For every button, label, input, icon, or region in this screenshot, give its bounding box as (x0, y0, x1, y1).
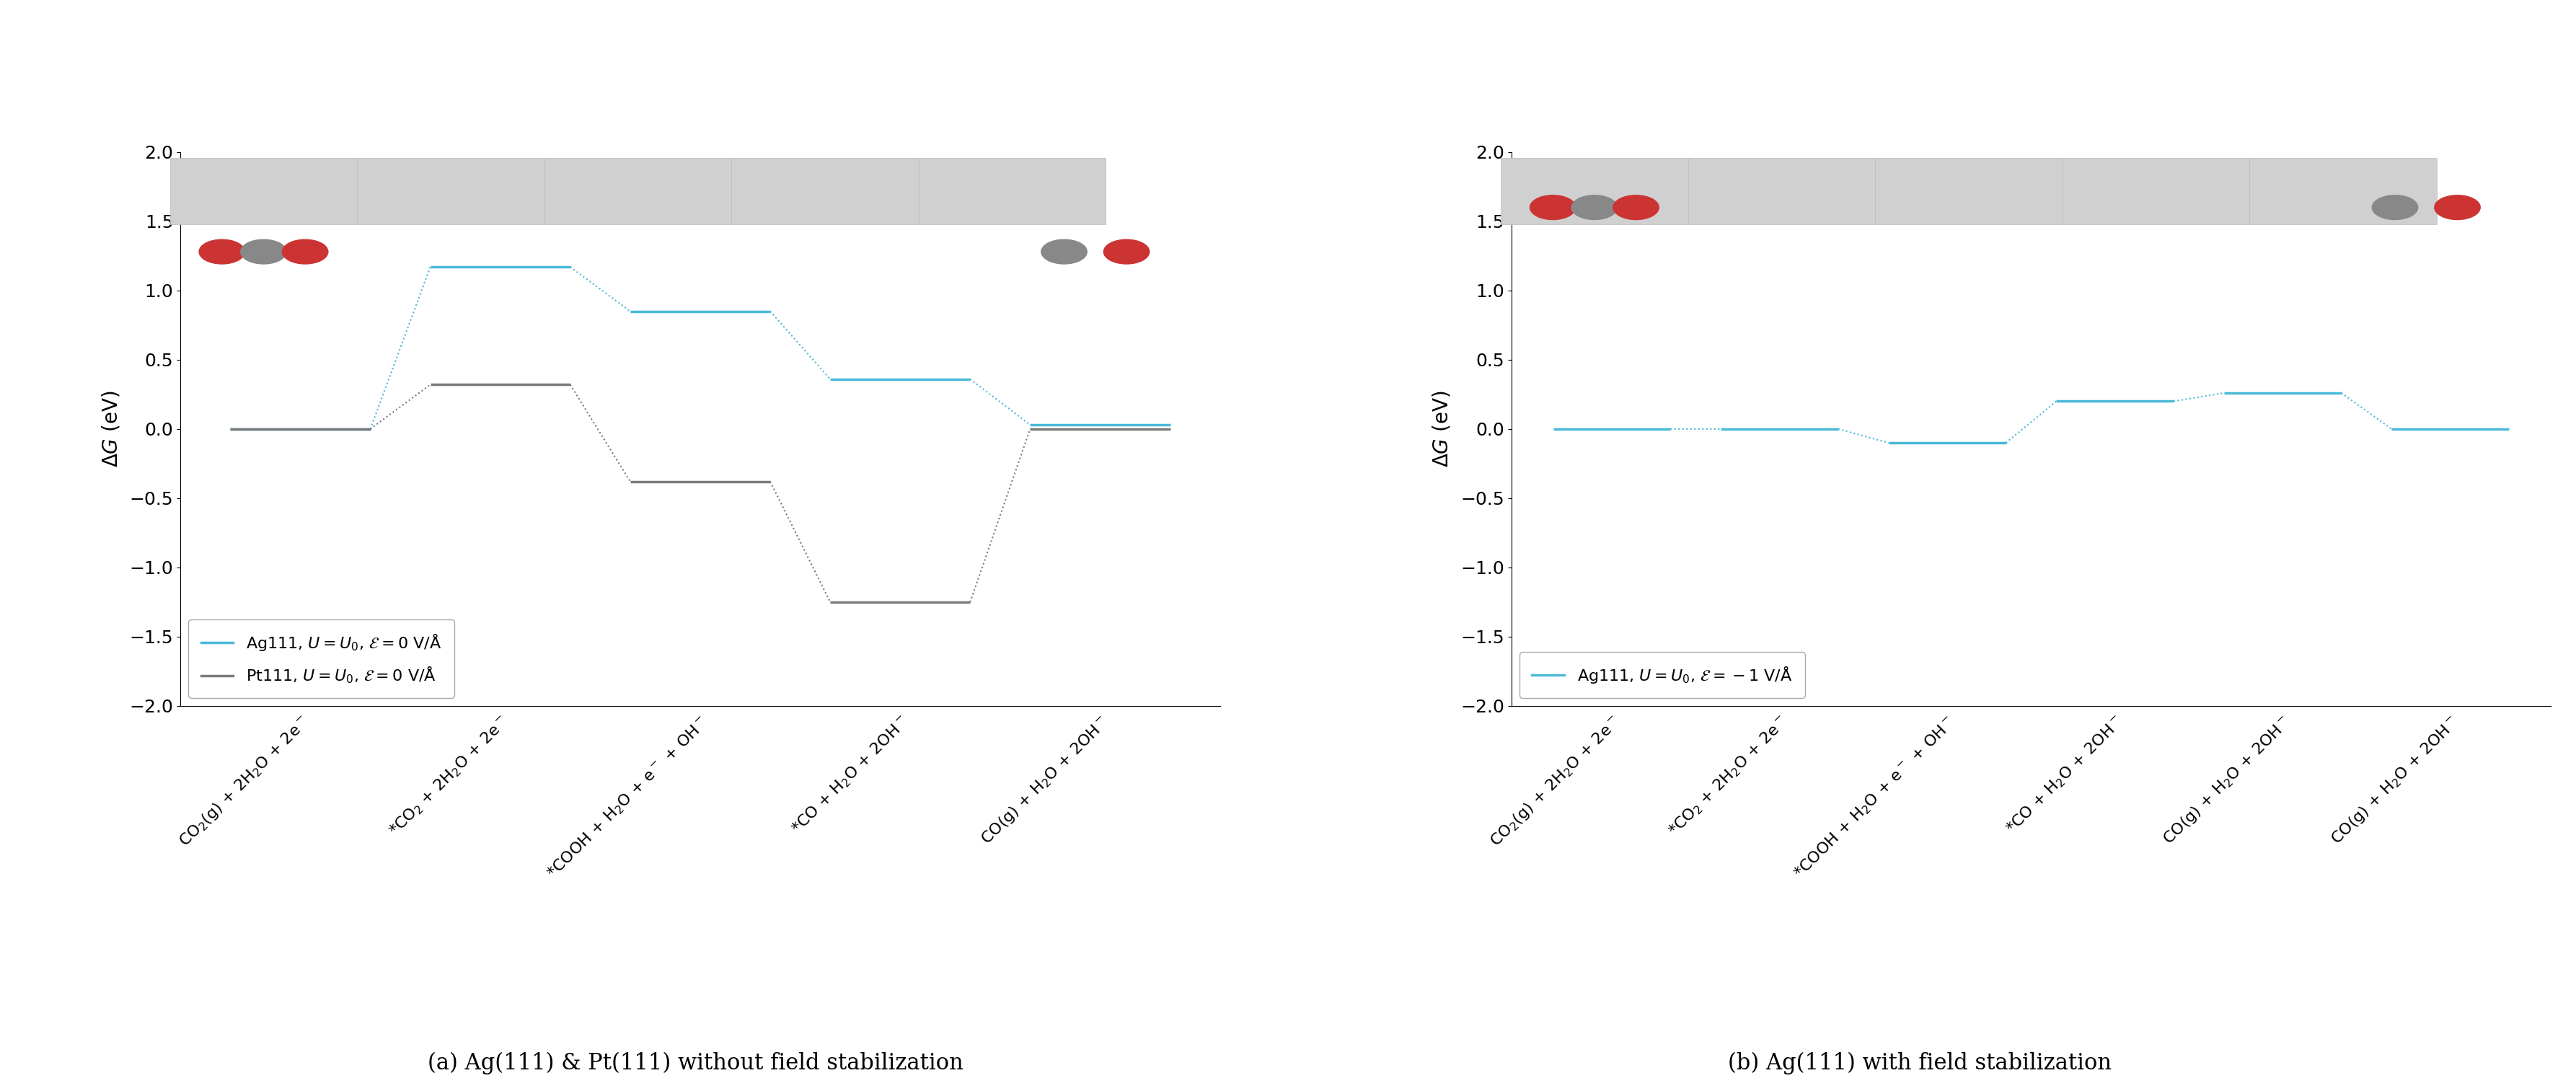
Circle shape (2372, 195, 2416, 219)
Circle shape (1571, 195, 1618, 219)
Circle shape (198, 240, 245, 264)
FancyBboxPatch shape (544, 157, 732, 224)
FancyBboxPatch shape (917, 157, 1105, 224)
Text: (a) Ag(111) & Pt(111) without field stabilization: (a) Ag(111) & Pt(111) without field stab… (428, 1052, 963, 1075)
Circle shape (2434, 195, 2481, 219)
Circle shape (240, 240, 286, 264)
FancyBboxPatch shape (732, 157, 917, 224)
Y-axis label: $\Delta G$ (eV): $\Delta G$ (eV) (100, 391, 121, 467)
Circle shape (1530, 195, 1577, 219)
FancyBboxPatch shape (1687, 157, 1875, 224)
Y-axis label: $\Delta G$ (eV): $\Delta G$ (eV) (1432, 391, 1453, 467)
Circle shape (1613, 195, 1659, 219)
Legend: Ag111, $U = U_0$, $\mathcal{E} = 0$ V/Å, Pt111, $U = U_0$, $\mathcal{E} = 0$ V/Å: Ag111, $U = U_0$, $\mathcal{E} = 0$ V/Å,… (188, 619, 453, 698)
Legend: Ag111, $U = U_0$, $\mathcal{E} = -1$ V/Å: Ag111, $U = U_0$, $\mathcal{E} = -1$ V/Å (1520, 652, 1803, 698)
FancyBboxPatch shape (2061, 157, 2249, 224)
Circle shape (1041, 240, 1087, 264)
Circle shape (1103, 240, 1149, 264)
FancyBboxPatch shape (170, 157, 358, 224)
Circle shape (283, 240, 327, 264)
FancyBboxPatch shape (2249, 157, 2437, 224)
FancyBboxPatch shape (1499, 157, 1687, 224)
Text: (b) Ag(111) with field stabilization: (b) Ag(111) with field stabilization (1728, 1052, 2110, 1075)
FancyBboxPatch shape (1875, 157, 2061, 224)
FancyBboxPatch shape (358, 157, 544, 224)
